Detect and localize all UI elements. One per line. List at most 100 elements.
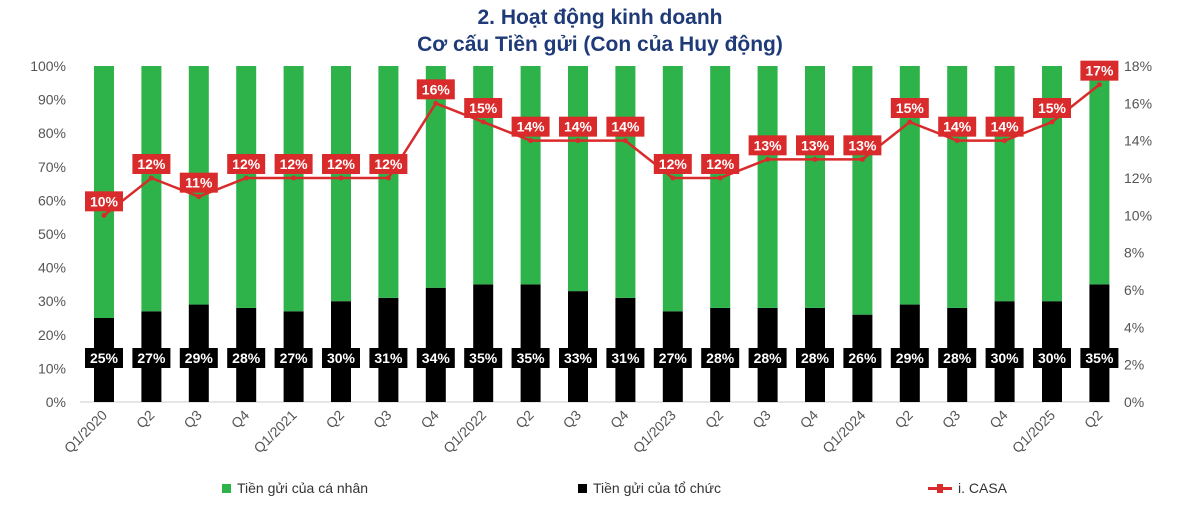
bar-organization-label-bg (890, 348, 929, 368)
bar-personal (710, 66, 731, 308)
casa-label: 14% (943, 119, 972, 135)
legend-label-personal: Tiền gửi của cá nhân (237, 480, 369, 496)
bar-organization-label-bg (274, 348, 313, 368)
casa-label: 15% (896, 100, 925, 116)
y-left-tick-label: 50% (38, 226, 66, 242)
x-tick-label: Q4 (228, 407, 253, 432)
x-tick-label: Q2 (323, 407, 348, 432)
legend-swatch-personal (222, 483, 231, 493)
bar-personal (994, 66, 1015, 302)
bar-organization-label-bg (559, 348, 597, 368)
legend-swatch-organization (578, 483, 587, 493)
bar-organization-label: 27% (137, 350, 166, 366)
casa-label: 11% (185, 175, 213, 191)
y-right-tick-label: 12% (1124, 170, 1152, 186)
x-tick-label: Q2 (891, 407, 916, 432)
bar-organization-label: 31% (611, 350, 640, 366)
x-tick-label: Q2 (512, 407, 537, 432)
bar-organization (473, 284, 494, 402)
bar-organization-label: 30% (1038, 350, 1067, 366)
casa-label-bg (748, 135, 787, 156)
casa-point (1049, 119, 1055, 125)
bar-personal (805, 66, 825, 308)
casa-label-bg (274, 154, 313, 174)
casa-label: 15% (1038, 100, 1067, 116)
y-right-tick-label: 6% (1124, 282, 1144, 298)
bar-organization-label: 25% (90, 350, 119, 366)
bar-personal (1089, 66, 1110, 285)
bar-personal (852, 66, 873, 315)
casa-point (196, 194, 202, 200)
casa-point (717, 175, 723, 181)
bar-organization-label-bg (843, 348, 882, 368)
casa-label: 10% (90, 193, 119, 209)
y-left-tick-label: 60% (38, 192, 66, 208)
casa-point (670, 175, 676, 181)
x-tick-label: Q1/2020 (61, 407, 110, 456)
bar-organization (425, 287, 446, 402)
x-tick-label: Q3 (180, 407, 205, 432)
casa-point (385, 175, 391, 181)
x-tick-label: Q2 (133, 407, 158, 432)
casa-label: 14% (564, 119, 593, 135)
bar-organization-label-bg (85, 348, 123, 368)
y-left-tick-label: 90% (38, 92, 66, 108)
casa-label-bg (369, 154, 408, 174)
bar-personal (662, 66, 683, 312)
casa-point (907, 119, 913, 125)
bar-organization-label-bg (985, 348, 1024, 368)
series-line-casa (103, 83, 1101, 217)
y-left-tick-label: 70% (38, 159, 66, 175)
y-left-tick-label: 10% (38, 360, 66, 376)
bar-organization-label-bg (464, 348, 503, 368)
chart-subtitle: Cơ cấu Tiền gửi (Con của Huy động) (417, 33, 783, 56)
bar-personal (378, 66, 399, 298)
bar-personal (425, 66, 446, 288)
y-right-tick-label: 0% (1124, 394, 1144, 410)
bar-organization-label: 28% (801, 350, 830, 366)
y-right-tick-label: 2% (1124, 357, 1144, 373)
bar-organization (520, 284, 541, 402)
casa-label: 12% (137, 156, 166, 172)
y-right-tick-label: 8% (1124, 245, 1144, 261)
bar-organization-label-bg (227, 348, 266, 368)
bar-organization-label-bg (132, 348, 171, 368)
casa-label: 13% (754, 137, 783, 153)
casa-point (480, 119, 486, 125)
casa-label: 14% (517, 119, 546, 135)
y-right-tick-label: 14% (1124, 133, 1152, 149)
chart-title: 2. Hoạt động kinh doanh (477, 6, 723, 29)
casa-label-bg (701, 154, 740, 174)
casa-label: 14% (611, 119, 640, 135)
bar-organization-label: 33% (564, 350, 593, 366)
casa-point (622, 138, 628, 144)
bar-organization-label-bg (322, 348, 360, 368)
x-tick-label: Q1/2021 (250, 407, 299, 456)
x-tick-label: Q4 (417, 407, 442, 432)
casa-label: 12% (374, 156, 403, 172)
bar-organization-label-bg (369, 348, 408, 368)
x-tick-label: Q3 (939, 407, 964, 432)
casa-label-bg (1033, 98, 1071, 118)
casa-point (954, 138, 960, 144)
casa-label: 12% (706, 156, 735, 172)
bar-personal (236, 66, 257, 308)
casa-label: 13% (801, 137, 830, 153)
bar-organization-label-bg (416, 348, 455, 368)
bar-organization-label: 30% (991, 350, 1020, 366)
bar-organization-label: 28% (232, 350, 261, 366)
casa-label-bg (1080, 60, 1119, 81)
x-tick-label: Q3 (560, 407, 585, 432)
casa-label: 12% (232, 156, 261, 172)
casa-point (338, 175, 344, 181)
casa-label-bg (416, 79, 455, 100)
y-right-tick-label: 10% (1124, 207, 1152, 223)
legend-item-casa: i. CASA (928, 480, 1007, 496)
bar-organization-label: 31% (374, 350, 403, 366)
y-left-tick-label: 80% (38, 125, 66, 141)
casa-point (859, 156, 865, 162)
x-tick-label: Q4 (607, 407, 632, 432)
casa-label-bg (938, 116, 977, 137)
casa-point (765, 156, 771, 162)
